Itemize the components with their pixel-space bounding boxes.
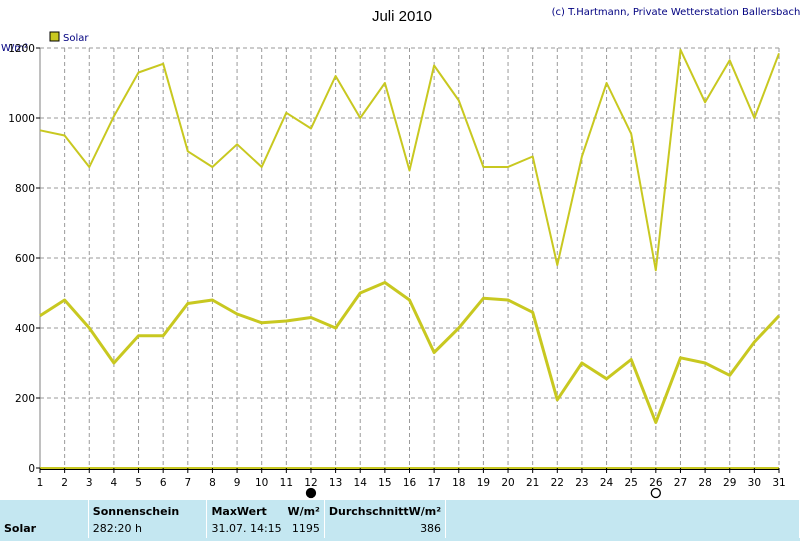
chart: Juli 2010 (c) T.Hartmann, Private Wetter… [1,7,800,499]
x-tick-label: 6 [160,477,167,489]
max-header-cell: MaxWert W/m² [206,500,325,519]
max-value: 1195 [291,522,320,535]
x-tick-label: 15 [378,477,391,489]
x-tick-label: 22 [551,477,564,489]
y-tick-label: 400 [15,323,35,335]
x-tick-labels: 1 2 3 4 5 6 7 8 9 10 11 12 13 14 15 16 17 18 19 20 21 22 23 24 2… [37,468,786,489]
x-tick-label: 13 [329,477,342,489]
sunshine-value: 282:20 h [88,519,208,538]
max-time: 14:15 [249,522,282,535]
x-tick-label: 12 [304,477,317,489]
stats-row-label: Solar [0,519,89,538]
x-tick-label: 5 [135,477,142,489]
series-layer [39,48,781,424]
x-tick-label: 24 [600,477,614,489]
avg-value: 386 [324,519,447,538]
x-tick-label: 16 [403,477,417,489]
x-tick-label: 11 [280,477,293,489]
y-tick-labels: 0 200 400 600 800 1000 1200 [8,43,40,475]
x-tick-label: 20 [501,477,514,489]
x-tick-label: 14 [354,477,368,489]
y-tick-label: 800 [15,183,35,195]
y-tick-label: 600 [15,253,35,265]
x-tick-label: 31 [772,477,785,489]
x-tick-label: 27 [674,477,687,489]
max-date: 31.07. [211,522,247,535]
y-tick-label: 1000 [8,113,35,125]
series-line-avg [39,281,781,424]
x-tick-label: 30 [748,477,761,489]
day-markers [305,487,661,499]
x-tick-label: 26 [649,477,663,489]
x-tick-label: 29 [723,477,736,489]
sunshine-header: Sonnenschein [88,500,208,519]
x-tick-label: 25 [625,477,638,489]
legend-swatch [49,31,60,42]
avg-header: DurchschnittW/m² [324,500,447,519]
stats-table: Sonnenschein MaxWert W/m² DurchschnittW/… [0,500,800,538]
x-tick-label: 23 [575,477,588,489]
credit-text: (c) T.Hartmann, Private Wetterstation Ba… [552,7,800,18]
filled-circle-marker [305,487,317,499]
stats-panel: Sonnenschein MaxWert W/m² DurchschnittW/… [0,500,800,541]
stats-empty-cell [0,500,89,519]
stats-filler [445,500,800,519]
stats-filler [445,519,800,538]
x-tick-label: 19 [477,477,490,489]
x-tick-label: 21 [526,477,539,489]
x-tick-label: 2 [61,477,68,489]
x-tick-label: 8 [209,477,216,489]
series-line-max [39,48,780,272]
grid [40,47,780,468]
max-value-cell: 31.07. 14:15 1195 [206,519,325,538]
y-tick-label: 1200 [8,43,35,55]
x-tick-label: 1 [37,477,44,489]
open-circle-marker [650,487,661,499]
x-tick-label: 28 [698,477,711,489]
x-tick-label: 3 [86,477,93,489]
y-axis-unit: W/m² [1,43,28,54]
legend-label: Solar [63,33,89,44]
y-tick-label: 200 [15,393,35,405]
x-tick-label: 7 [184,477,191,489]
max-unit: W/m² [287,505,320,518]
y-tick-label: 0 [28,463,35,475]
x-tick-label: 9 [234,477,241,489]
x-tick-label: 10 [255,477,268,489]
max-header: MaxWert [211,505,267,518]
x-tick-label: 17 [427,477,440,489]
chart-title: Juli 2010 [372,8,432,25]
x-tick-label: 4 [111,477,118,489]
x-tick-label: 18 [452,477,465,489]
